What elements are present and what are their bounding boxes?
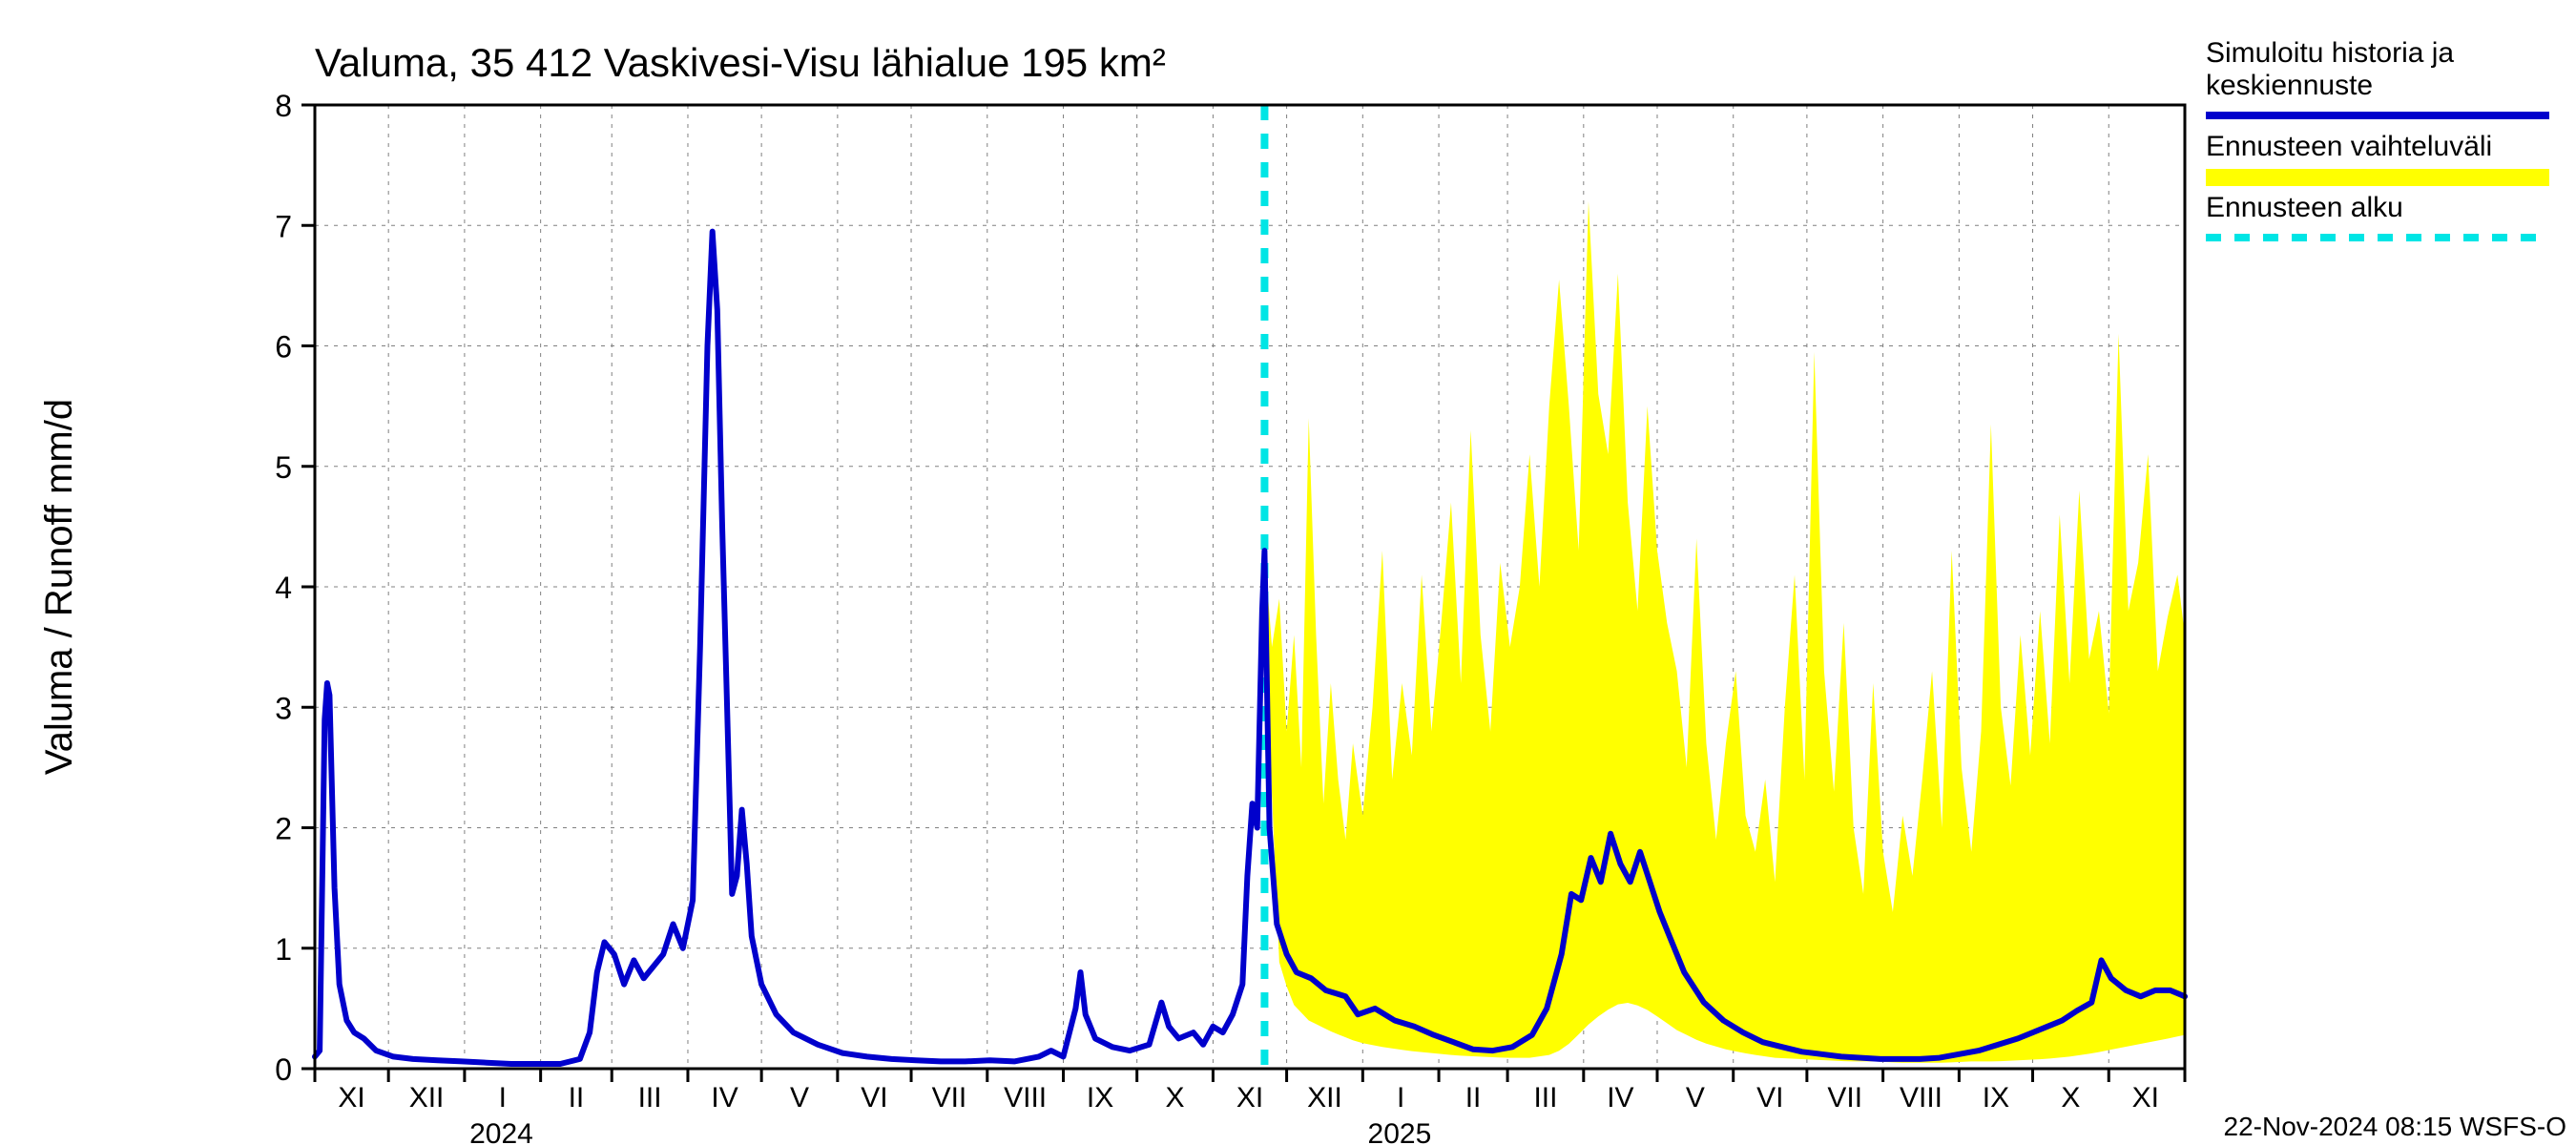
month-label: VI [861,1082,887,1114]
year-label: 2025 [1368,1118,1432,1145]
month-label: XI [1236,1082,1263,1114]
month-label: XII [409,1082,445,1114]
runoff-chart: 012345678XIXIIIIIIIIIVVVIVIIVIIIIXXXIXII… [0,0,2576,1145]
month-label: V [790,1082,809,1114]
month-label: VI [1756,1082,1783,1114]
y-tick-label: 0 [275,1052,292,1087]
legend-label: Ennusteen alku [2206,192,2403,223]
month-label: IV [1607,1082,1633,1114]
year-label: 2024 [469,1118,533,1145]
month-label: VII [1827,1082,1862,1114]
legend-swatch [2206,169,2549,186]
y-tick-label: 6 [275,330,292,364]
month-label: XI [2132,1082,2159,1114]
month-label: VII [932,1082,967,1114]
chart-title: Valuma, 35 412 Vaskivesi-Visu lähialue 1… [315,40,1166,85]
y-tick-label: 5 [275,450,292,485]
legend-label: keskiennuste [2206,70,2373,101]
month-label: IX [1983,1082,2009,1114]
month-label: II [1465,1082,1482,1114]
y-tick-label: 3 [275,691,292,725]
month-label: VIII [1900,1082,1942,1114]
month-label: VIII [1004,1082,1047,1114]
month-label: IX [1087,1082,1113,1114]
footer-timestamp: 22-Nov-2024 08:15 WSFS-O [2224,1112,2567,1141]
month-label: X [1166,1082,1185,1114]
month-label: IV [711,1082,737,1114]
legend-label: Simuloitu historia ja [2206,37,2454,69]
chart-svg: 012345678XIXIIIIIIIIIVVVIVIIVIIIIXXXIXII… [0,0,2576,1145]
month-label: X [2061,1082,2080,1114]
month-label: XII [1307,1082,1342,1114]
month-label: XI [338,1082,364,1114]
y-tick-label: 1 [275,932,292,967]
y-tick-label: 4 [275,571,292,605]
month-label: I [499,1082,507,1114]
y-tick-label: 7 [275,209,292,243]
legend-label: Ennusteen vaihteluväli [2206,131,2492,162]
month-label: V [1686,1082,1705,1114]
y-tick-label: 8 [275,89,292,123]
month-label: I [1397,1082,1404,1114]
month-label: III [638,1082,662,1114]
month-label: II [569,1082,585,1114]
y-tick-label: 2 [275,812,292,846]
y-axis-label: Valuma / Runoff mm/d [38,399,80,775]
month-label: III [1533,1082,1557,1114]
